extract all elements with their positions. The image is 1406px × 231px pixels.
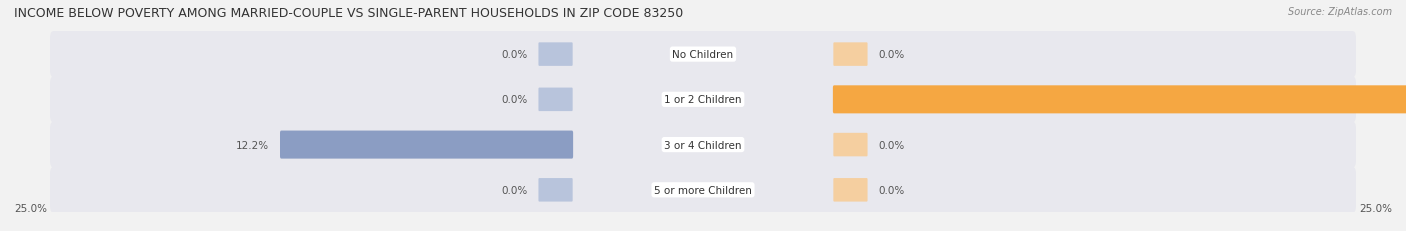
Text: INCOME BELOW POVERTY AMONG MARRIED-COUPLE VS SINGLE-PARENT HOUSEHOLDS IN ZIP COD: INCOME BELOW POVERTY AMONG MARRIED-COUPL… xyxy=(14,7,683,20)
FancyBboxPatch shape xyxy=(51,32,1355,78)
Text: Source: ZipAtlas.com: Source: ZipAtlas.com xyxy=(1288,7,1392,17)
Text: 25.0%: 25.0% xyxy=(1360,203,1392,213)
Text: 0.0%: 0.0% xyxy=(501,95,527,105)
FancyBboxPatch shape xyxy=(51,122,1355,168)
FancyBboxPatch shape xyxy=(834,133,868,157)
FancyBboxPatch shape xyxy=(538,88,572,112)
Text: 0.0%: 0.0% xyxy=(501,50,527,60)
Text: 0.0%: 0.0% xyxy=(501,185,527,195)
Text: 3 or 4 Children: 3 or 4 Children xyxy=(664,140,742,150)
FancyBboxPatch shape xyxy=(51,167,1355,213)
Text: 12.2%: 12.2% xyxy=(236,140,270,150)
FancyBboxPatch shape xyxy=(538,43,572,67)
FancyBboxPatch shape xyxy=(834,178,868,202)
FancyBboxPatch shape xyxy=(834,43,868,67)
Text: 25.0%: 25.0% xyxy=(14,203,46,213)
Text: 0.0%: 0.0% xyxy=(879,185,905,195)
FancyBboxPatch shape xyxy=(832,86,1406,114)
FancyBboxPatch shape xyxy=(51,77,1355,123)
Text: 5 or more Children: 5 or more Children xyxy=(654,185,752,195)
Text: 0.0%: 0.0% xyxy=(879,50,905,60)
FancyBboxPatch shape xyxy=(280,131,574,159)
FancyBboxPatch shape xyxy=(538,178,572,202)
Text: No Children: No Children xyxy=(672,50,734,60)
Text: 1 or 2 Children: 1 or 2 Children xyxy=(664,95,742,105)
Text: 0.0%: 0.0% xyxy=(879,140,905,150)
